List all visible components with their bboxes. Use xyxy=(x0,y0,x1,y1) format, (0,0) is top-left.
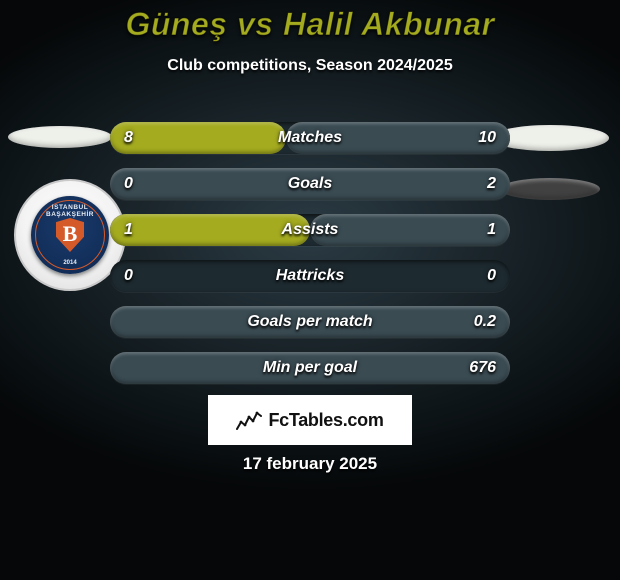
stat-left-value: 1 xyxy=(124,214,133,246)
badge-shield: B xyxy=(56,218,84,252)
stat-right-value: 0 xyxy=(487,260,496,292)
stat-row: Assists1 1 xyxy=(110,214,510,246)
badge-year: 2014 xyxy=(31,260,109,266)
stat-right-value: 1 xyxy=(487,214,496,246)
badge-letter: B xyxy=(63,223,78,245)
page-title: Güneş vs Halil Akbunar xyxy=(0,0,620,43)
stat-row: Goals0 2 xyxy=(110,168,510,200)
stat-label: Assists xyxy=(110,214,510,246)
stat-row: Matches8 10 xyxy=(110,122,510,154)
stats-panel: Matches810Goals02Assists11Hattricks00Goa… xyxy=(110,122,510,398)
stat-label: Matches xyxy=(110,122,510,154)
fctables-logo-icon xyxy=(236,409,262,431)
right-secondary-ellipse xyxy=(500,178,600,200)
stat-row: Min per goal676 xyxy=(110,352,510,384)
stat-left-value: 0 xyxy=(124,260,133,292)
brand-box: FcTables.com xyxy=(208,395,412,445)
date-text: 17 february 2025 xyxy=(0,454,620,474)
stat-row: Hattricks0 0 xyxy=(110,260,510,292)
stat-right-value: 0.2 xyxy=(474,306,496,338)
stat-row: Goals per match0.2 xyxy=(110,306,510,338)
brand-text: FcTables.com xyxy=(268,410,383,431)
left-team-placeholder-ellipse xyxy=(8,126,112,148)
badge-inner-circle: ISTANBUL BAŞAKŞEHİR B 2014 xyxy=(31,196,109,274)
stat-left-value: 8 xyxy=(124,122,133,154)
stat-right-value: 676 xyxy=(469,352,496,384)
stat-label: Goals xyxy=(110,168,510,200)
subtitle: Club competitions, Season 2024/2025 xyxy=(0,57,620,75)
badge-ring-text: ISTANBUL BAŞAKŞEHİR xyxy=(31,204,109,218)
stat-right-value: 2 xyxy=(487,168,496,200)
stat-label: Goals per match xyxy=(110,306,510,338)
infographic-root: Güneş vs Halil Akbunar Club competitions… xyxy=(0,0,620,580)
stat-right-value: 10 xyxy=(478,122,496,154)
stat-label: Hattricks xyxy=(110,260,510,292)
stat-label: Min per goal xyxy=(110,352,510,384)
stat-left-value: 0 xyxy=(124,168,133,200)
